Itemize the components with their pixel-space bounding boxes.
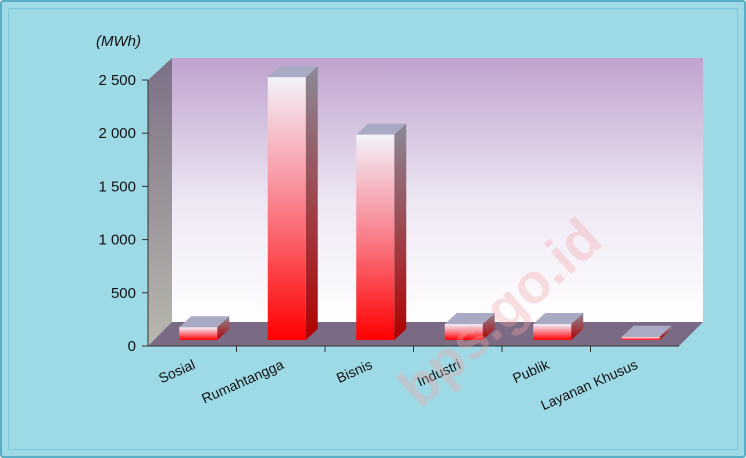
- y-tick-label: 500: [111, 285, 136, 302]
- x-category-label: Bisnis: [334, 356, 375, 386]
- y-tick-label: 0: [128, 338, 136, 355]
- y-tick-label: 2 500: [98, 72, 136, 89]
- bar-front: [356, 134, 395, 340]
- chart-back-wall: [172, 58, 703, 322]
- bar-side: [659, 325, 672, 340]
- x-axis-ticks: [236, 346, 591, 352]
- bar-top: [621, 325, 672, 337]
- bar-front: [621, 336, 660, 340]
- bar-side: [571, 313, 584, 340]
- bar: [179, 316, 230, 340]
- bar-front: [179, 327, 218, 340]
- y-tick-label: 1 500: [98, 178, 136, 195]
- chart-frame-inner: [8, 8, 738, 450]
- bar: [621, 325, 672, 340]
- bar: [444, 313, 495, 340]
- bar-series: [179, 66, 672, 340]
- bar-side: [482, 313, 495, 340]
- x-category-label: Rumahtangga: [199, 356, 286, 406]
- bar-front: [533, 324, 572, 340]
- x-category-label: Sosial: [156, 356, 197, 386]
- bar-top: [444, 313, 495, 325]
- chart-side-wall: [148, 58, 172, 346]
- bar: [533, 313, 584, 340]
- bar-side: [305, 66, 318, 340]
- x-category-label: Publik: [510, 356, 552, 387]
- bar-side: [394, 123, 407, 340]
- bar-front: [444, 324, 483, 340]
- bar-side: [217, 316, 230, 340]
- x-category-label: Layanan Khusus: [538, 356, 640, 413]
- y-tick-label: 2 000: [98, 125, 136, 142]
- bar: [267, 66, 318, 340]
- bar-top: [267, 66, 318, 78]
- y-axis-unit: (MWh): [96, 33, 141, 50]
- y-axis-ticks: 0 500 1 000 1 500 2 000 2 500: [98, 72, 148, 355]
- bar-top: [179, 316, 230, 328]
- bar-top: [533, 313, 584, 325]
- y-tick-label: 1 000: [98, 232, 136, 249]
- bar-top: [356, 123, 407, 135]
- bar: [356, 123, 407, 340]
- bar-front: [267, 77, 306, 340]
